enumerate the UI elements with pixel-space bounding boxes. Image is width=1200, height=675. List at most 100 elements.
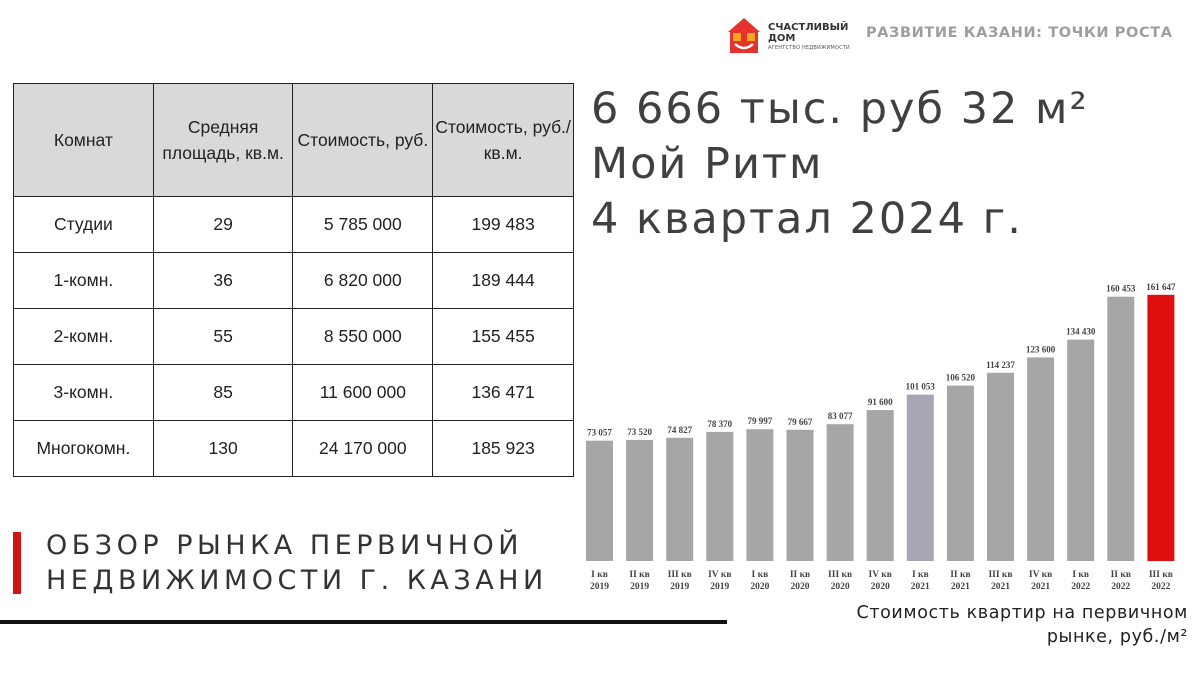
table-row: Студии 29 5 785 000 199 483 (13, 196, 574, 253)
cell-rooms: 1-комн. (13, 252, 154, 309)
price-table: Комнат Средняя площадь, кв.м. Стоимость,… (13, 83, 574, 477)
chart-bar (946, 385, 974, 561)
logo-name-line2: ДОМ (768, 33, 796, 44)
chart-tick-label: 2021 (1031, 582, 1050, 592)
chart-tick-label: I кв (752, 570, 769, 580)
chart-data-label: 114 237 (986, 360, 1015, 370)
cell-area: 55 (152, 308, 294, 365)
chart-tick-label: I кв (912, 570, 929, 580)
chart-tick-label: 2020 (831, 582, 850, 592)
header-price: Стоимость, руб. (292, 83, 434, 197)
cell-price: 24 170 000 (292, 420, 434, 477)
chart-bar (1147, 294, 1175, 561)
header-title: РАЗВИТИЕ КАЗАНИ: ТОЧКИ РОСТА (866, 25, 1173, 41)
chart-caption: Стоимость квартир на первичном рынке, ру… (857, 601, 1188, 649)
chart-tick-label: 2020 (871, 582, 890, 592)
chart-tick-label: 2019 (630, 582, 649, 592)
chart-tick-label: I кв (591, 570, 608, 580)
cell-area: 85 (152, 364, 294, 421)
cell-price-per-sqm: 155 455 (432, 308, 574, 365)
chart-tick-label: IV кв (708, 570, 731, 580)
house-logo-icon (728, 18, 760, 53)
chart-data-label: 74 827 (667, 425, 692, 435)
chart-caption-line2: рынке, руб./м² (1046, 627, 1188, 647)
cell-area: 36 (152, 252, 294, 309)
price-chart: 73 057 I кв 2019 73 520 II кв 2019 74 827 III к… (580, 268, 1195, 603)
chart-tick-label: III кв (988, 570, 1012, 580)
chart-tick-label: 2020 (750, 582, 769, 592)
chart-data-label: 78 370 (707, 419, 732, 429)
cell-price-per-sqm: 136 471 (432, 364, 574, 421)
logo-name: СЧАСТЛИВЫЙ ДОМ (768, 22, 848, 44)
divider-line (0, 620, 727, 624)
chart-tick-label: II кв (629, 570, 649, 580)
chart-data-label: 106 520 (946, 373, 976, 383)
chart-tick-label: 2022 (1151, 582, 1170, 592)
cell-area: 29 (152, 196, 294, 253)
chart-tick-label: IV кв (1029, 570, 1052, 580)
chart-data-label: 83 077 (828, 411, 853, 421)
chart-bar (746, 429, 774, 561)
accent-bar (13, 532, 21, 594)
table-row: Многокомн. 130 24 170 000 185 923 (13, 420, 574, 477)
chart-data-label: 79 997 (748, 416, 773, 426)
table-row: 2-комн. 55 8 550 000 155 455 (13, 308, 574, 365)
cell-rooms: Многокомн. (13, 420, 154, 477)
chart-tick-label: 2021 (911, 582, 930, 592)
cell-price: 6 820 000 (292, 252, 434, 309)
chart-data-label: 160 453 (1106, 284, 1136, 294)
chart-tick-label: I кв (1072, 570, 1089, 580)
chart-caption-line1: Стоимость квартир на первичном (856, 603, 1188, 623)
chart-bar (1107, 296, 1135, 561)
table-row: 3-комн. 85 11 600 000 136 471 (13, 364, 574, 421)
chart-data-label: 73 520 (627, 427, 652, 437)
review-title: ОБЗОР РЫНКА ПЕРВИЧНОЙ НЕДВИЖИМОСТИ Г. КА… (46, 528, 548, 598)
chart-bar (1027, 357, 1055, 561)
chart-data-label: 134 430 (1066, 327, 1096, 337)
chart-tick-label: II кв (950, 570, 970, 580)
cell-rooms: 3-комн. (13, 364, 154, 421)
chart-tick-label: III кв (668, 570, 692, 580)
summary-price-area: 6 666 тыс. руб 32 м² (591, 84, 1089, 134)
chart-data-label: 123 600 (1026, 344, 1056, 354)
logo-name-line1: СЧАСТЛИВЫЙ (768, 22, 849, 33)
chart-tick-label: III кв (1149, 570, 1173, 580)
chart-bar (786, 429, 814, 561)
chart-bar (987, 372, 1014, 561)
table-header-row: Комнат Средняя площадь, кв.м. Стоимость,… (13, 83, 574, 197)
price-chart-svg: 73 057 I кв 2019 73 520 II кв 2019 74 827 III к… (586, 282, 1176, 592)
chart-bar (586, 440, 613, 561)
chart-tick-label: 2022 (1111, 582, 1130, 592)
cell-price-per-sqm: 189 444 (432, 252, 574, 309)
chart-tick-label: 2019 (710, 582, 729, 592)
cell-rooms: Студии (13, 196, 154, 253)
chart-data-label: 101 053 (906, 382, 936, 392)
cell-price-per-sqm: 185 923 (432, 420, 574, 477)
cell-price: 5 785 000 (292, 196, 434, 253)
review-title-line2: НЕДВИЖИМОСТИ Г. КАЗАНИ (46, 565, 548, 596)
cell-price-per-sqm: 199 483 (432, 196, 574, 253)
cell-price: 11 600 000 (292, 364, 434, 421)
chart-tick-label: 2021 (951, 582, 970, 592)
chart-tick-label: 2021 (991, 582, 1010, 592)
chart-tick-label: II кв (790, 570, 810, 580)
header-rooms: Комнат (13, 83, 154, 197)
chart-bar (706, 431, 734, 561)
chart-data-label: 79 667 (788, 417, 813, 427)
chart-bar (906, 394, 934, 561)
chart-data-label: 91 600 (868, 397, 893, 407)
chart-bar (666, 437, 694, 561)
header-price-per-sqm: Стоимость, руб./кв.м. (432, 83, 574, 197)
chart-tick-label: 2019 (670, 582, 689, 592)
chart-tick-label: 2022 (1071, 582, 1090, 592)
chart-bar (626, 439, 654, 561)
chart-tick-label: III кв (828, 570, 852, 580)
cell-rooms: 2-комн. (13, 308, 154, 365)
chart-data-label: 73 057 (587, 428, 612, 438)
cell-area: 130 (152, 420, 294, 477)
chart-bar (826, 424, 854, 561)
summary-delivery-date: 4 квартал 2024 г. (591, 194, 1023, 244)
cell-price: 8 550 000 (292, 308, 434, 365)
chart-tick-label: 2020 (791, 582, 810, 592)
summary-complex-name: Мой Ритм (591, 139, 824, 189)
